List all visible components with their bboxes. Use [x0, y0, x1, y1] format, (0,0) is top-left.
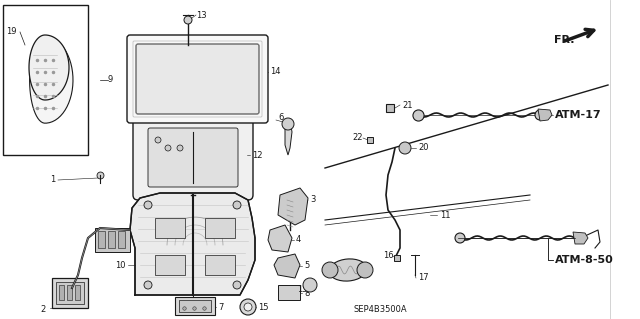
Bar	[56, 282, 84, 304]
Circle shape	[165, 145, 171, 151]
Text: 7: 7	[218, 302, 223, 311]
Bar	[175, 297, 215, 315]
Bar	[52, 278, 88, 308]
Bar	[118, 231, 125, 248]
Bar	[59, 285, 64, 300]
Bar	[278, 285, 300, 300]
Text: ATM-17: ATM-17	[555, 110, 602, 120]
Circle shape	[233, 201, 241, 209]
Bar	[98, 231, 105, 248]
Text: 3: 3	[310, 196, 316, 204]
Circle shape	[244, 303, 252, 311]
Text: 15: 15	[258, 302, 269, 311]
Bar	[67, 285, 72, 300]
Polygon shape	[573, 232, 588, 244]
Polygon shape	[278, 188, 308, 225]
Text: 14: 14	[270, 68, 280, 77]
Polygon shape	[29, 35, 69, 100]
Circle shape	[322, 262, 338, 278]
Text: 11: 11	[440, 211, 451, 219]
Text: 21: 21	[402, 100, 413, 109]
Text: 5: 5	[304, 262, 309, 271]
Text: 6: 6	[278, 114, 284, 122]
Text: 15: 15	[297, 286, 307, 294]
Ellipse shape	[329, 259, 367, 281]
Bar	[3, 5, 88, 155]
Text: SEP4B3500A: SEP4B3500A	[353, 306, 407, 315]
Text: 18: 18	[296, 196, 307, 204]
Bar	[155, 255, 185, 275]
Text: 10: 10	[115, 261, 125, 270]
Text: 17: 17	[418, 273, 429, 283]
Bar	[205, 255, 235, 275]
Circle shape	[184, 16, 192, 24]
Text: 8: 8	[304, 288, 309, 298]
Circle shape	[240, 299, 256, 315]
Circle shape	[282, 118, 294, 130]
Text: FR.: FR.	[554, 35, 575, 45]
Polygon shape	[268, 225, 292, 252]
Circle shape	[233, 281, 241, 289]
Text: 12: 12	[252, 151, 262, 160]
FancyBboxPatch shape	[133, 115, 253, 200]
Text: ATM-8-50: ATM-8-50	[555, 255, 614, 265]
Polygon shape	[538, 109, 552, 121]
FancyBboxPatch shape	[136, 44, 259, 114]
Polygon shape	[274, 254, 300, 278]
Text: 1: 1	[50, 175, 55, 184]
Polygon shape	[130, 193, 255, 295]
FancyBboxPatch shape	[148, 128, 238, 187]
Bar	[155, 218, 185, 238]
Text: 22: 22	[352, 133, 362, 143]
Bar	[75, 285, 80, 300]
Text: 19: 19	[6, 27, 17, 36]
Circle shape	[177, 145, 183, 151]
Bar	[108, 231, 115, 248]
Circle shape	[144, 281, 152, 289]
Circle shape	[357, 262, 373, 278]
Circle shape	[535, 110, 545, 120]
Text: 2: 2	[40, 306, 45, 315]
Circle shape	[303, 278, 317, 292]
Polygon shape	[29, 37, 73, 123]
Bar	[179, 300, 211, 312]
Circle shape	[144, 201, 152, 209]
Text: 4: 4	[296, 235, 301, 244]
Circle shape	[399, 142, 411, 154]
Text: 16: 16	[383, 250, 394, 259]
Text: 20: 20	[418, 144, 429, 152]
FancyBboxPatch shape	[127, 35, 268, 123]
Bar	[205, 218, 235, 238]
Polygon shape	[285, 120, 292, 155]
Circle shape	[155, 137, 161, 143]
Text: 13: 13	[196, 11, 207, 19]
Text: 9: 9	[108, 76, 113, 85]
Bar	[95, 228, 130, 252]
Circle shape	[455, 233, 465, 243]
